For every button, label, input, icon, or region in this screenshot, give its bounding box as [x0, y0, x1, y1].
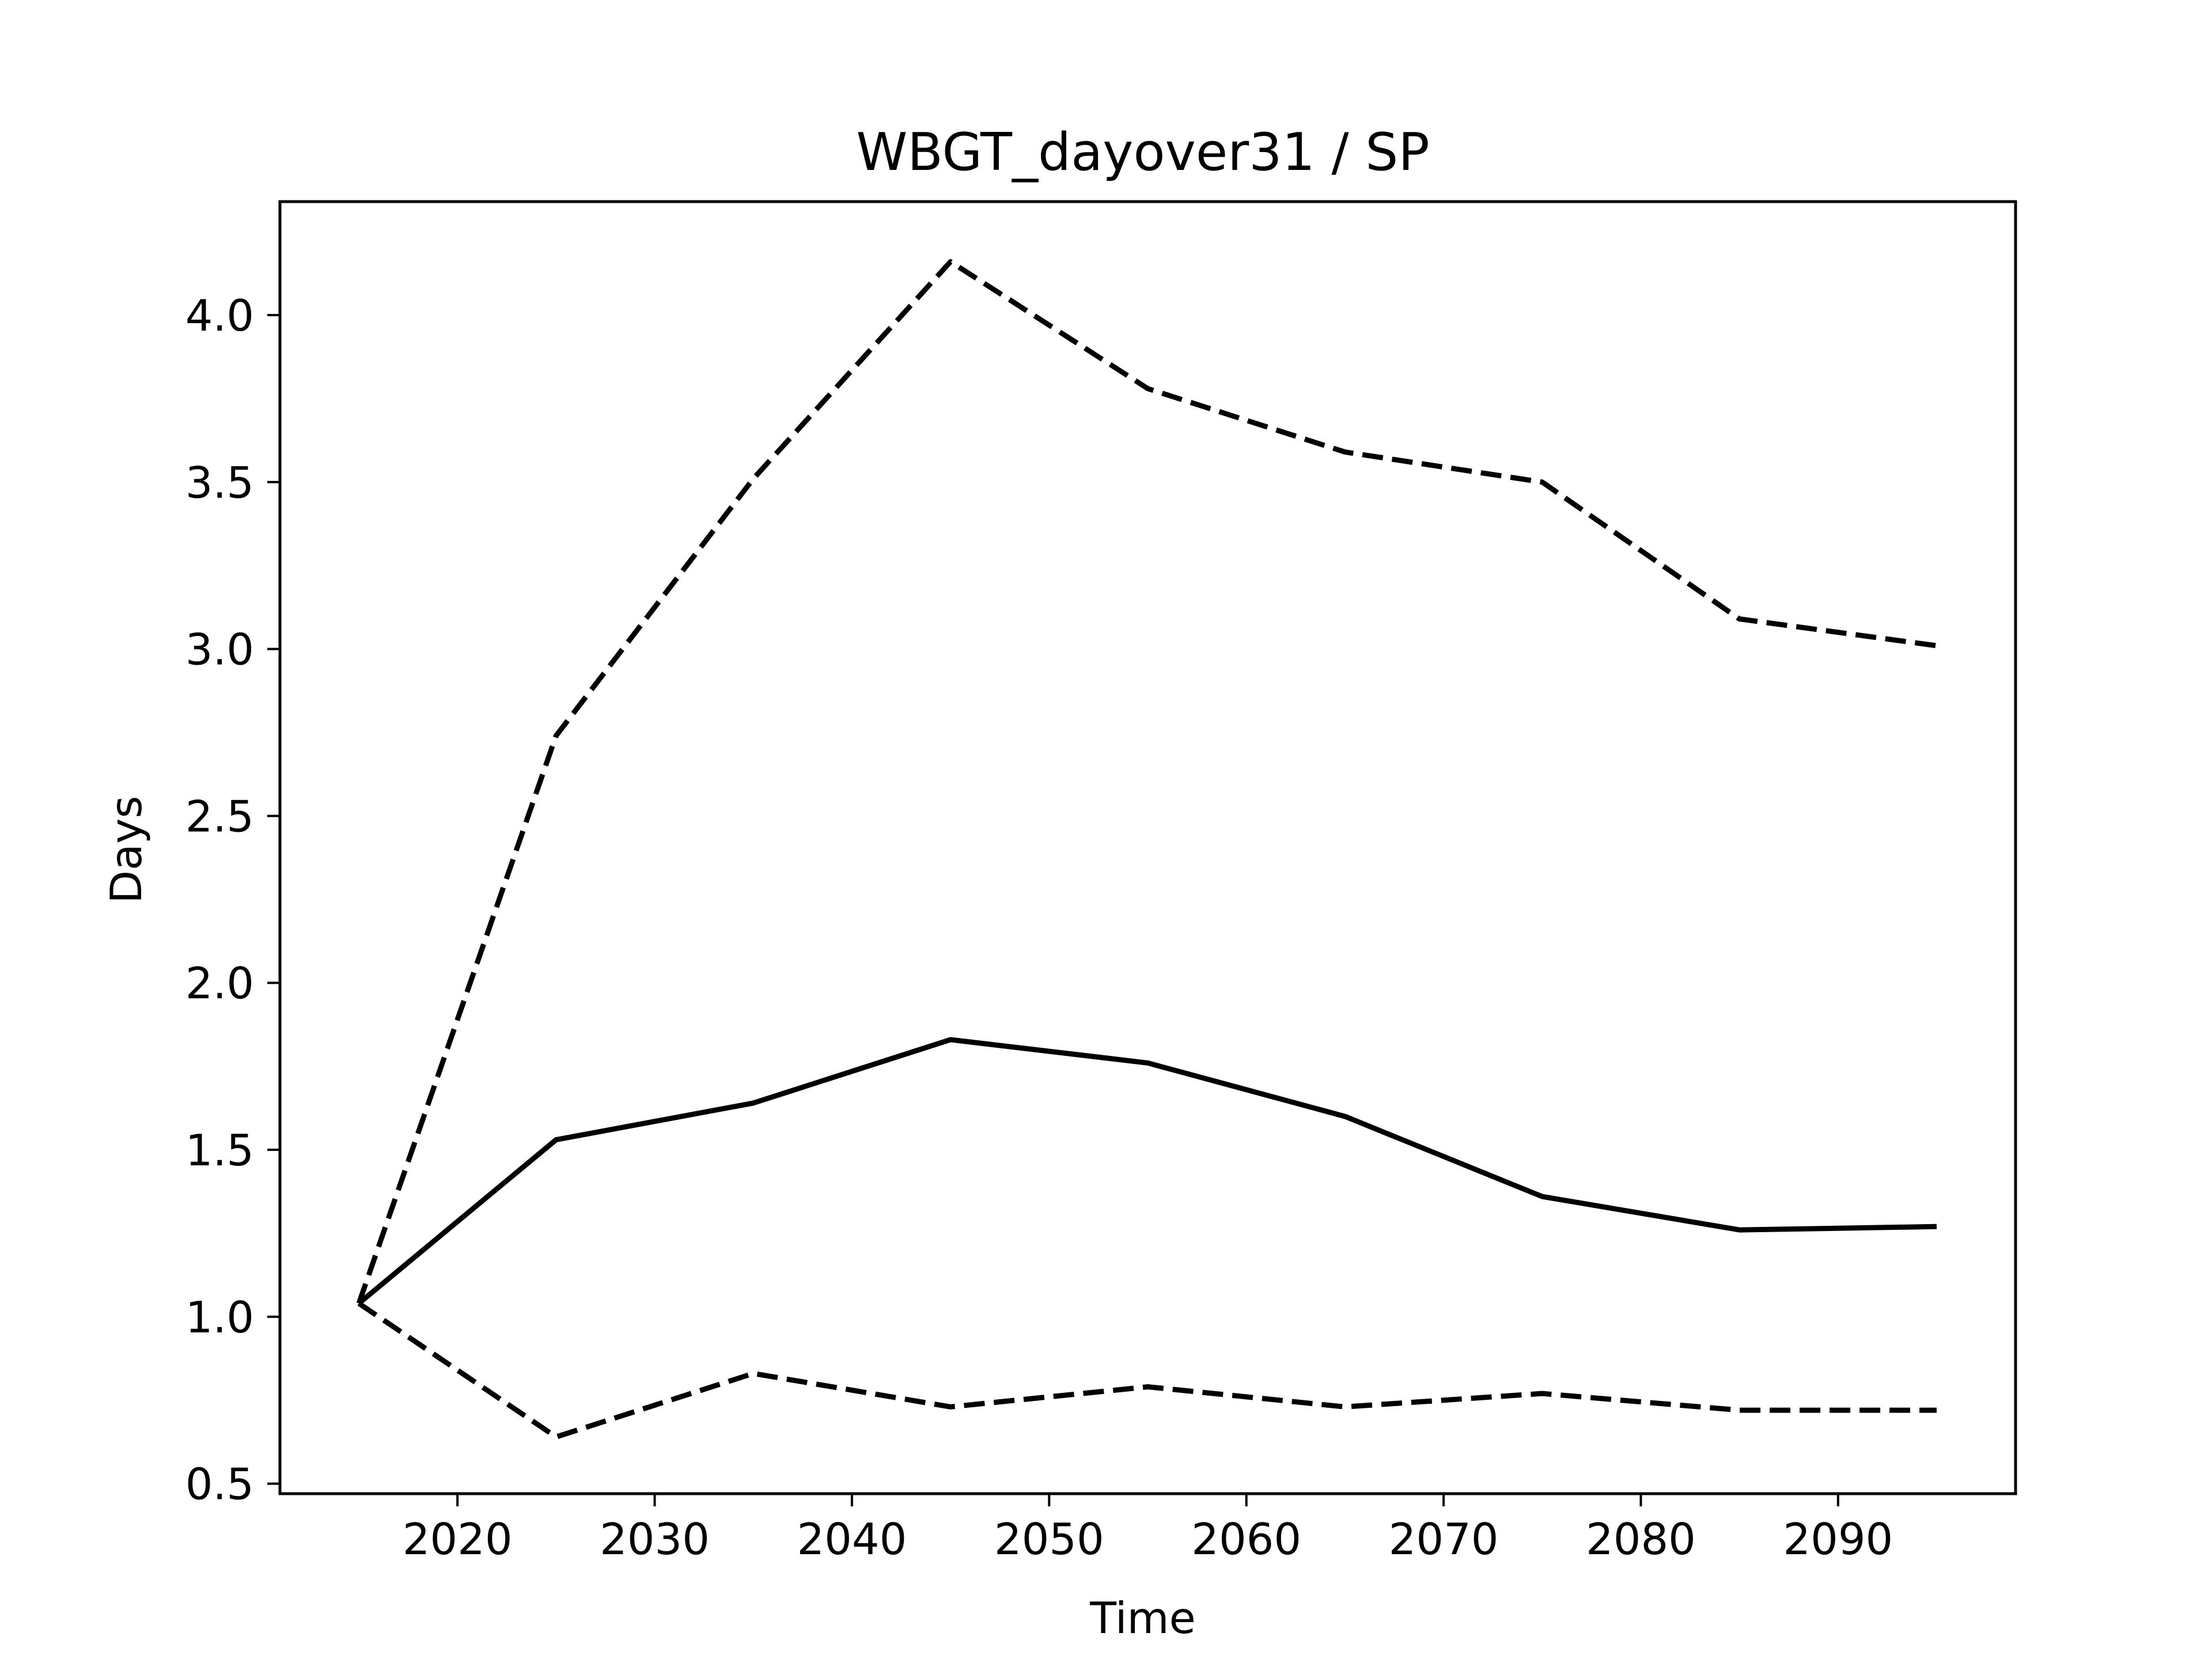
- chart-title: WBGT_dayover31 / SP: [856, 122, 1429, 183]
- y-tick-label: 3.5: [185, 457, 254, 508]
- x-axis-title: Time: [1089, 1593, 1196, 1643]
- y-axis-title: Days: [101, 796, 151, 903]
- y-tick-label: 2.5: [185, 791, 254, 842]
- series-line-2: [357, 1037, 1937, 1306]
- x-axis-ticks: 2020 2030 2040 2050 2060 2070 2080 2090: [403, 1494, 1893, 1565]
- y-tick-label: 3.0: [185, 624, 254, 675]
- series-line-1: [356, 259, 1937, 1305]
- x-tick-label: 2060: [1191, 1514, 1301, 1565]
- plot-area-frame: [278, 200, 2017, 1495]
- x-tick-label: 2070: [1389, 1514, 1499, 1565]
- y-tick-label: 0.5: [185, 1459, 254, 1510]
- y-tick-label: 4.0: [185, 290, 254, 341]
- y-axis-ticks: 0.5 1.0 1.5 2.0 2.5 3.0 3.5 4.0: [185, 290, 280, 1510]
- x-tick-label: 2040: [797, 1514, 907, 1565]
- y-tick-label: 1.0: [185, 1292, 254, 1343]
- x-tick-label: 2020: [403, 1514, 513, 1565]
- series-line-3: [357, 1301, 1937, 1440]
- x-tick-label: 2050: [994, 1514, 1104, 1565]
- x-tick-label: 2080: [1586, 1514, 1696, 1565]
- x-tick-label: 2030: [600, 1514, 710, 1565]
- x-tick-label: 2090: [1783, 1514, 1893, 1565]
- series-layer: [356, 259, 1937, 1440]
- y-tick-label: 2.0: [185, 958, 254, 1009]
- y-tick-label: 1.5: [185, 1125, 254, 1176]
